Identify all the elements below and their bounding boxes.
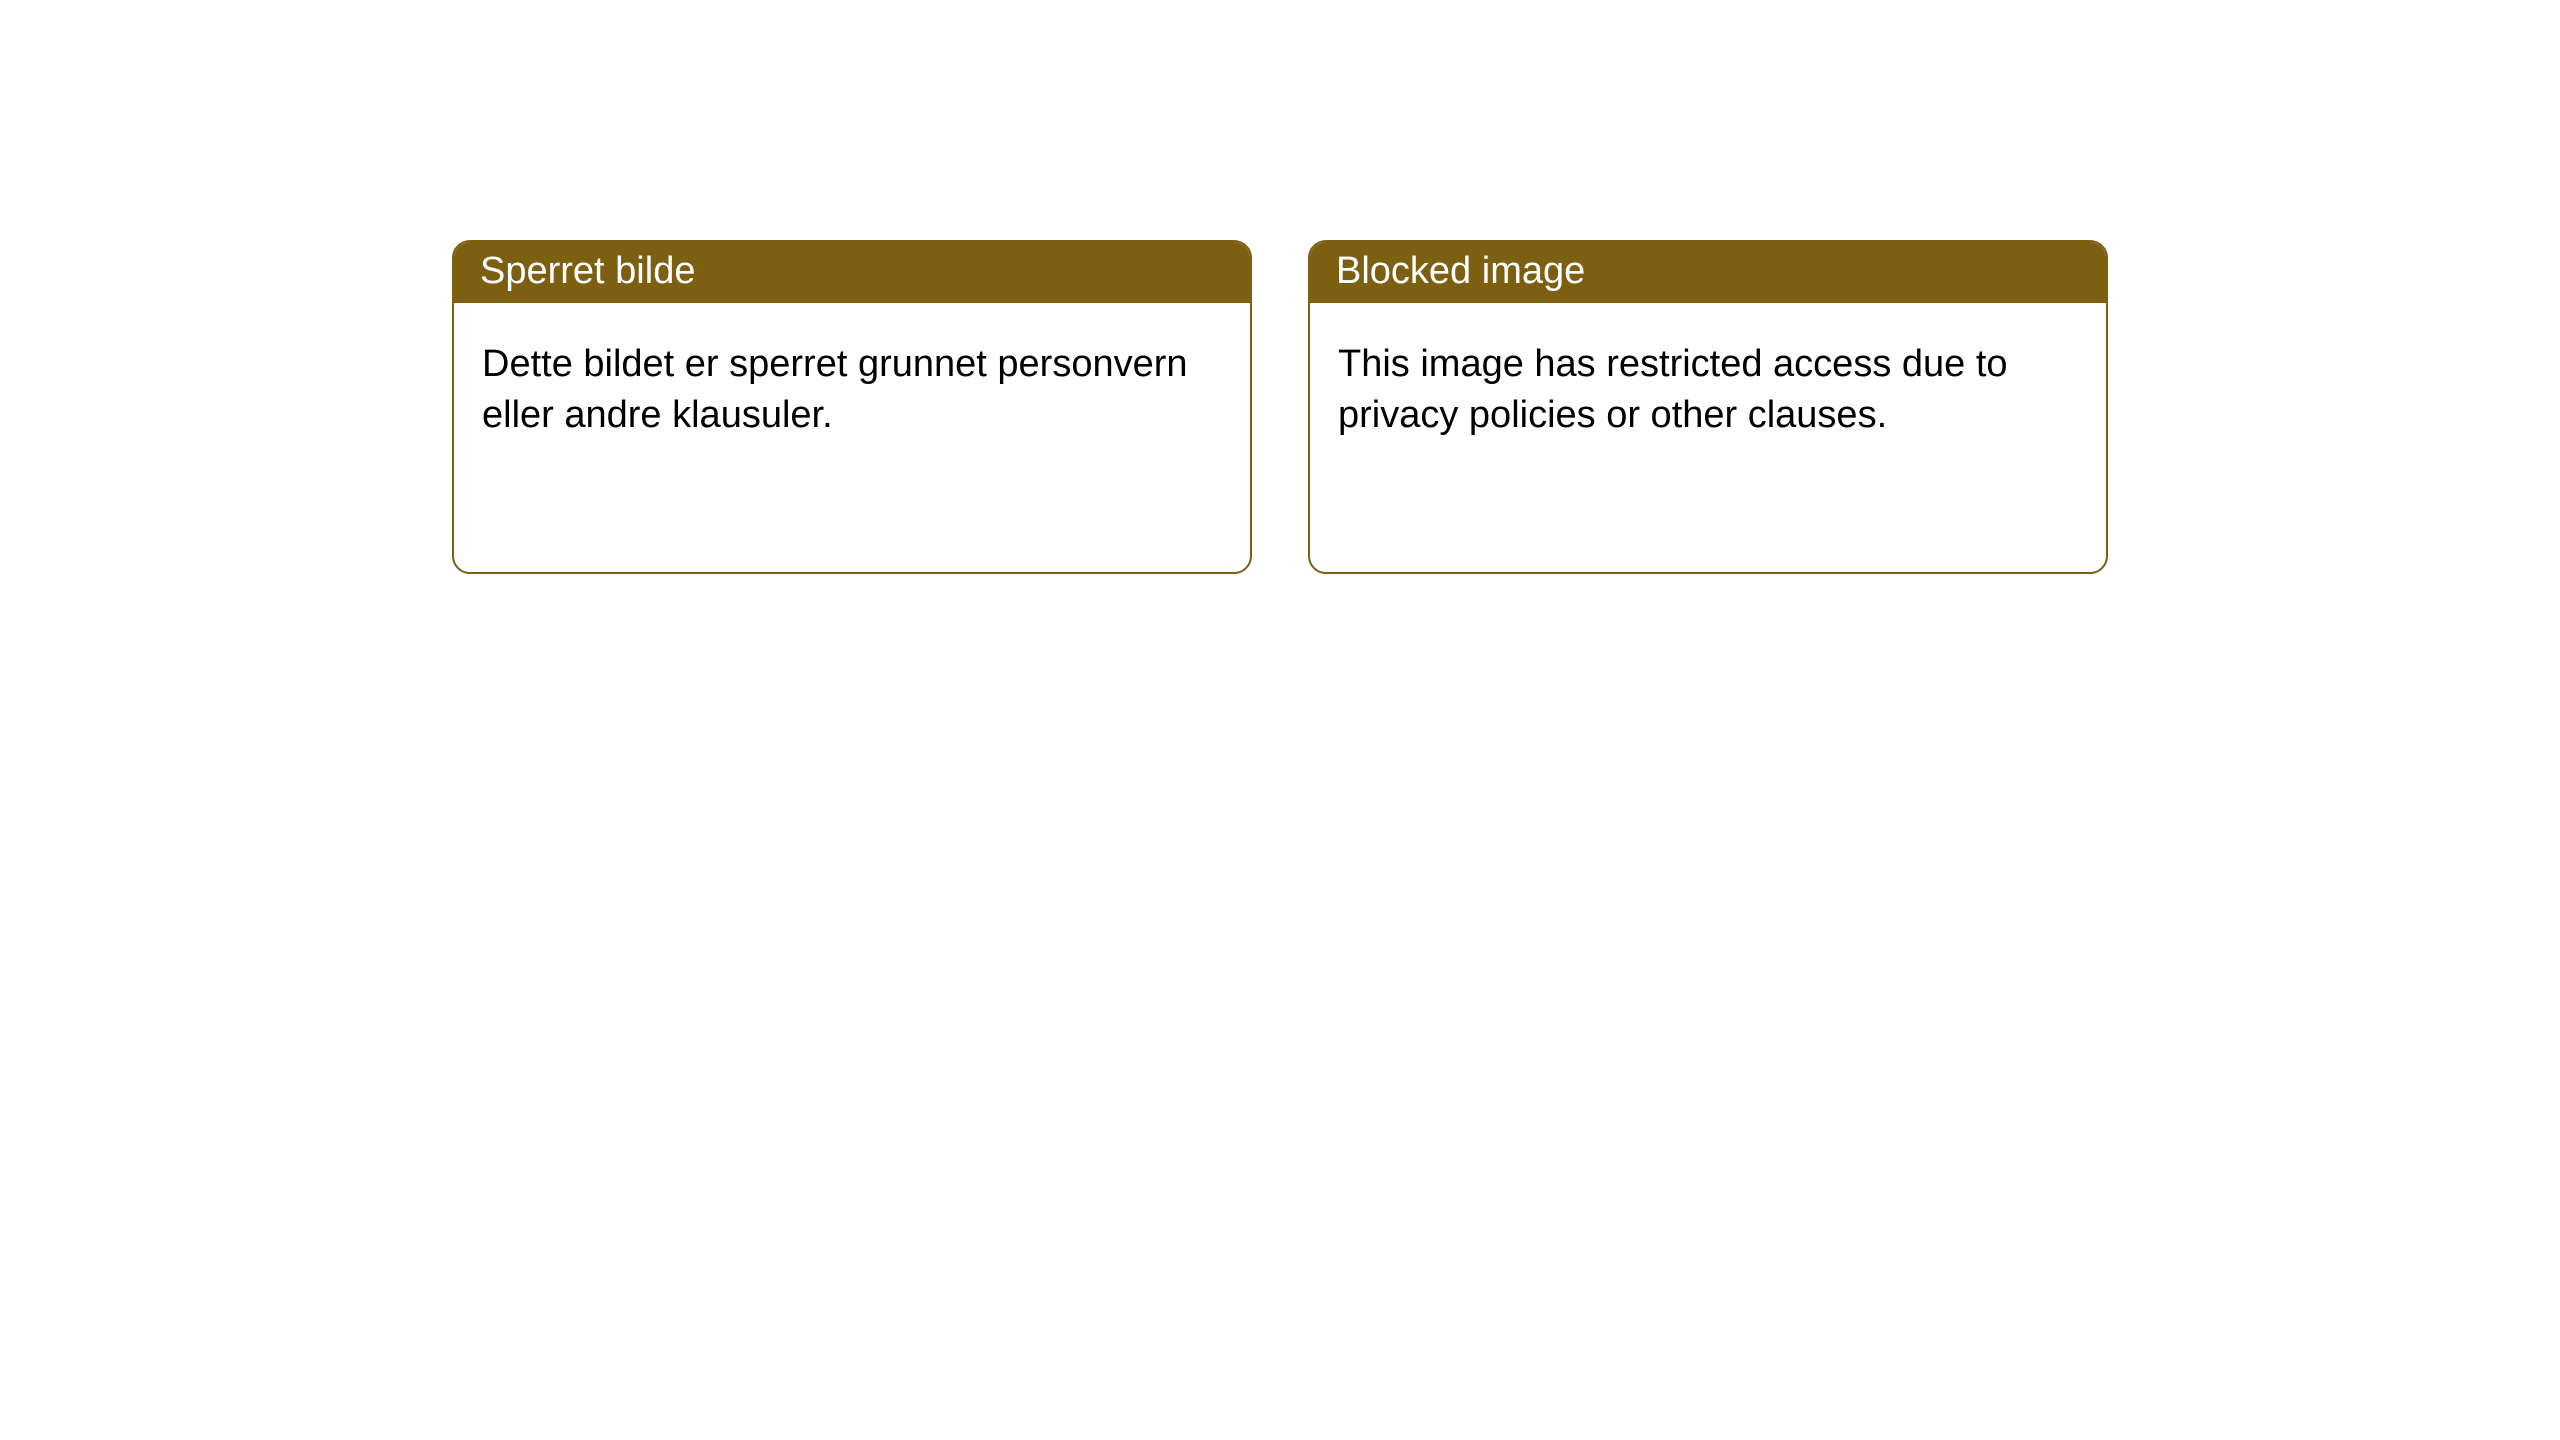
notice-body: This image has restricted access due to … bbox=[1310, 303, 2106, 478]
notice-container: Sperret bilde Dette bildet er sperret gr… bbox=[0, 0, 2560, 574]
notice-header: Blocked image bbox=[1310, 242, 2106, 303]
notice-card-norwegian: Sperret bilde Dette bildet er sperret gr… bbox=[452, 240, 1252, 574]
notice-card-english: Blocked image This image has restricted … bbox=[1308, 240, 2108, 574]
notice-header: Sperret bilde bbox=[454, 242, 1250, 303]
notice-body: Dette bildet er sperret grunnet personve… bbox=[454, 303, 1250, 478]
